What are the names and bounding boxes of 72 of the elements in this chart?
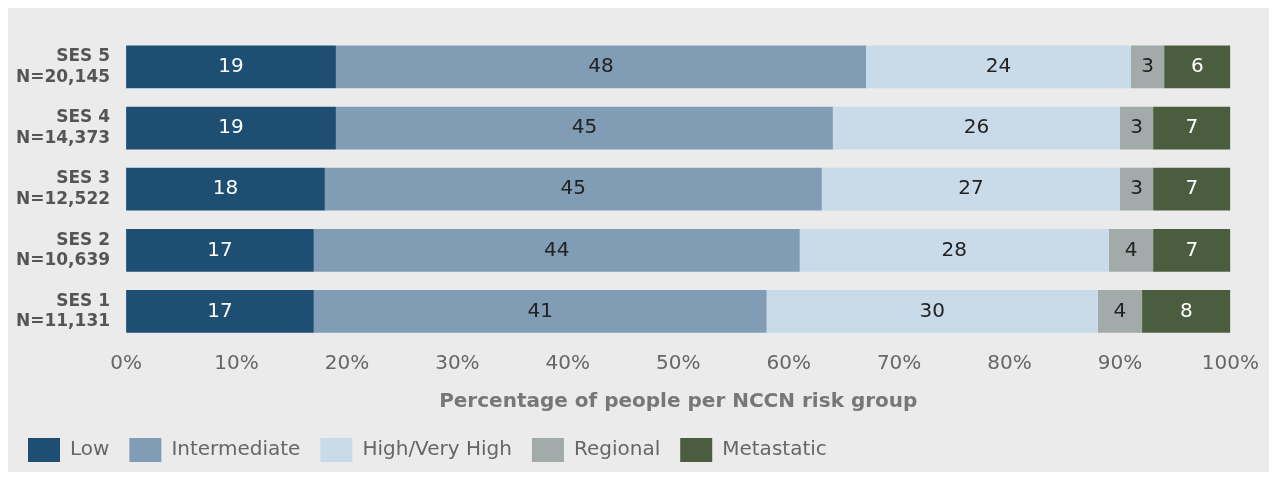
x-tick-label: 40% — [545, 350, 591, 375]
data-label: 4 — [1113, 297, 1127, 322]
x-tick-label: 70% — [876, 350, 922, 375]
x-tick-label: 30% — [435, 350, 480, 375]
data-label: 7 — [1185, 175, 1199, 200]
x-tick-label: 20% — [324, 350, 370, 375]
bar — [1119, 167, 1154, 211]
data-label: 7 — [1185, 114, 1199, 139]
bar — [766, 290, 1098, 333]
legend-label: Regional — [573, 436, 661, 461]
data-label: 44 — [544, 236, 570, 261]
bar — [1131, 45, 1165, 89]
bar — [1119, 106, 1154, 150]
bar — [313, 228, 800, 272]
x-tick-label: 100% — [1201, 350, 1259, 375]
bar — [126, 106, 336, 150]
x-tick-label: 0% — [110, 350, 142, 375]
bar — [865, 45, 1132, 89]
bar — [1108, 228, 1154, 272]
x-axis-title: Percentage of people per NCCN risk group — [439, 388, 918, 413]
y-tick-label: SES 3 N=12,522 — [15, 167, 111, 208]
data-label: 19 — [218, 53, 244, 78]
bar — [126, 290, 314, 333]
bar — [126, 45, 336, 89]
y-tick-label: SES 1 N=11,131 — [15, 289, 111, 331]
x-tick-label: 80% — [987, 350, 1032, 375]
x-tick-label: 10% — [214, 350, 259, 375]
bar — [335, 45, 866, 89]
y-tick-label: SES 2 N=10,639 — [15, 228, 111, 269]
data-label: 4 — [1124, 236, 1138, 261]
bar — [324, 167, 822, 211]
bar — [1153, 106, 1231, 150]
data-label: 8 — [1179, 297, 1193, 322]
bar — [799, 228, 1109, 272]
bar — [126, 228, 314, 272]
data-label: 3 — [1130, 114, 1143, 139]
y-tick-label: SES 5 N=20,145 — [15, 45, 111, 86]
data-label: 45 — [560, 175, 587, 200]
data-label: 28 — [941, 236, 968, 261]
bar — [1153, 228, 1231, 272]
bar — [1097, 290, 1143, 333]
data-label: 3 — [1130, 175, 1143, 200]
data-label: 30 — [919, 297, 945, 322]
x-tick-label: 90% — [1097, 350, 1143, 375]
bar — [821, 167, 1120, 211]
x-tick-label: 60% — [766, 350, 811, 375]
bar — [126, 167, 325, 211]
data-label: 45 — [571, 114, 598, 139]
data-label: 17 — [207, 297, 233, 322]
data-label: 7 — [1185, 236, 1199, 261]
bar — [1164, 45, 1231, 89]
data-label: 26 — [963, 114, 990, 139]
data-label: 48 — [588, 53, 614, 78]
y-tick-label: SES 4 N=14,373 — [15, 106, 111, 147]
data-label: 41 — [527, 297, 553, 322]
data-label: 17 — [207, 236, 233, 261]
bar — [335, 106, 833, 150]
x-tick-label: 50% — [656, 350, 701, 375]
data-label: 19 — [218, 114, 244, 139]
bar — [1153, 167, 1231, 211]
legend-label: High/Very High — [362, 436, 512, 461]
bar — [1142, 290, 1231, 333]
data-label: 3 — [1141, 53, 1154, 78]
data-label: 24 — [985, 53, 1012, 78]
data-label: 18 — [212, 175, 239, 200]
bar — [313, 290, 767, 333]
data-label: 27 — [958, 175, 984, 200]
legend-label: Metastatic — [722, 436, 827, 461]
legend-label: Low — [70, 436, 110, 461]
bar — [832, 106, 1120, 150]
legend-label: Intermediate — [171, 436, 301, 461]
data-label: 6 — [1190, 53, 1204, 78]
